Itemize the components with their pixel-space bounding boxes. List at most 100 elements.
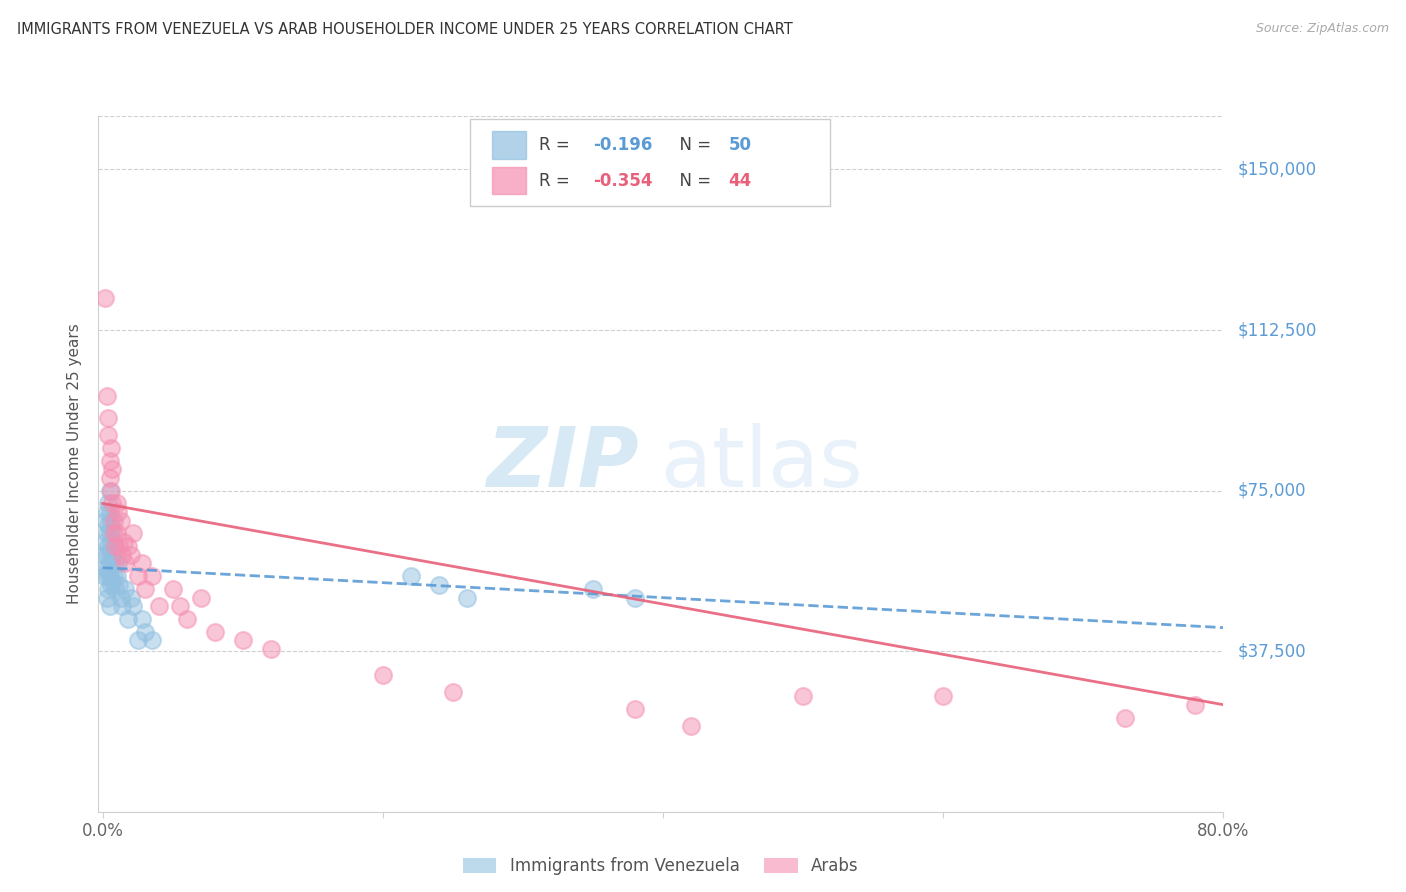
Point — [103, 569, 125, 583]
Point — [103, 539, 125, 553]
Point — [190, 591, 212, 605]
Point — [232, 633, 254, 648]
Point — [96, 505, 118, 519]
Point — [94, 535, 117, 549]
Point — [624, 591, 647, 605]
Point — [96, 591, 118, 605]
Point — [117, 539, 139, 553]
Point — [104, 582, 127, 596]
Point — [97, 428, 120, 442]
Point — [108, 539, 131, 553]
Point — [98, 548, 121, 562]
Point — [141, 569, 163, 583]
Point — [101, 574, 124, 588]
Point — [105, 496, 128, 510]
Point — [1114, 710, 1136, 724]
Point — [97, 539, 120, 553]
Point — [141, 633, 163, 648]
Point — [107, 557, 129, 571]
Point — [122, 599, 145, 614]
Point — [110, 591, 132, 605]
Y-axis label: Householder Income Under 25 years: Householder Income Under 25 years — [67, 324, 83, 604]
Point — [456, 591, 478, 605]
Point — [114, 582, 136, 596]
Point — [111, 599, 134, 614]
Point — [112, 535, 135, 549]
Point — [114, 557, 136, 571]
Point — [679, 719, 702, 733]
Point — [93, 548, 115, 562]
Point — [148, 599, 170, 614]
Point — [103, 526, 125, 541]
Point — [169, 599, 191, 614]
Point — [104, 557, 127, 571]
Point — [101, 462, 124, 476]
Point — [105, 526, 128, 541]
Point — [96, 569, 118, 583]
Point — [101, 548, 124, 562]
Text: $112,500: $112,500 — [1237, 321, 1316, 339]
Point — [97, 496, 120, 510]
Point — [96, 548, 118, 562]
Point — [98, 483, 121, 498]
Point — [104, 539, 127, 553]
Point — [103, 514, 125, 528]
Point — [176, 612, 198, 626]
Text: Source: ZipAtlas.com: Source: ZipAtlas.com — [1256, 22, 1389, 36]
Text: N =: N = — [669, 171, 716, 189]
Point — [96, 389, 118, 403]
Point — [111, 548, 134, 562]
Text: R =: R = — [540, 136, 575, 154]
Point — [100, 441, 122, 455]
Point — [100, 483, 122, 498]
Legend: Immigrants from Venezuela, Arabs: Immigrants from Venezuela, Arabs — [454, 848, 868, 883]
Point — [120, 591, 142, 605]
Point — [932, 689, 955, 703]
Point — [110, 514, 132, 528]
FancyBboxPatch shape — [492, 167, 526, 194]
Point — [94, 291, 117, 305]
Point — [100, 557, 122, 571]
Point — [107, 505, 129, 519]
Text: IMMIGRANTS FROM VENEZUELA VS ARAB HOUSEHOLDER INCOME UNDER 25 YEARS CORRELATION : IMMIGRANTS FROM VENEZUELA VS ARAB HOUSEH… — [17, 22, 793, 37]
Point — [127, 569, 149, 583]
Text: -0.354: -0.354 — [593, 171, 652, 189]
Point — [260, 642, 283, 657]
Point — [93, 569, 115, 583]
Point — [134, 582, 156, 596]
Text: R =: R = — [540, 171, 575, 189]
Point — [100, 578, 122, 592]
Point — [105, 569, 128, 583]
Point — [98, 505, 121, 519]
Point — [204, 624, 226, 639]
Text: ZIP: ZIP — [485, 424, 638, 504]
Point — [97, 582, 120, 596]
Point — [98, 453, 121, 467]
Point — [94, 560, 117, 574]
Point — [122, 526, 145, 541]
Text: $75,000: $75,000 — [1237, 482, 1306, 500]
Point — [127, 633, 149, 648]
Text: atlas: atlas — [661, 424, 862, 504]
Point — [120, 548, 142, 562]
Text: $150,000: $150,000 — [1237, 161, 1316, 178]
Text: 44: 44 — [728, 171, 752, 189]
Point — [399, 569, 422, 583]
Point — [792, 689, 814, 703]
Point — [94, 514, 117, 528]
Point — [98, 569, 121, 583]
Text: $37,500: $37,500 — [1237, 642, 1306, 660]
Point — [162, 582, 184, 596]
Point — [131, 557, 153, 571]
Point — [97, 410, 120, 425]
Point — [1184, 698, 1206, 712]
Point — [131, 612, 153, 626]
Point — [100, 514, 122, 528]
Point — [98, 471, 121, 485]
Point — [97, 517, 120, 532]
Point — [427, 578, 450, 592]
FancyBboxPatch shape — [470, 120, 830, 206]
Point — [98, 599, 121, 614]
Point — [98, 526, 121, 541]
Point — [101, 496, 124, 510]
